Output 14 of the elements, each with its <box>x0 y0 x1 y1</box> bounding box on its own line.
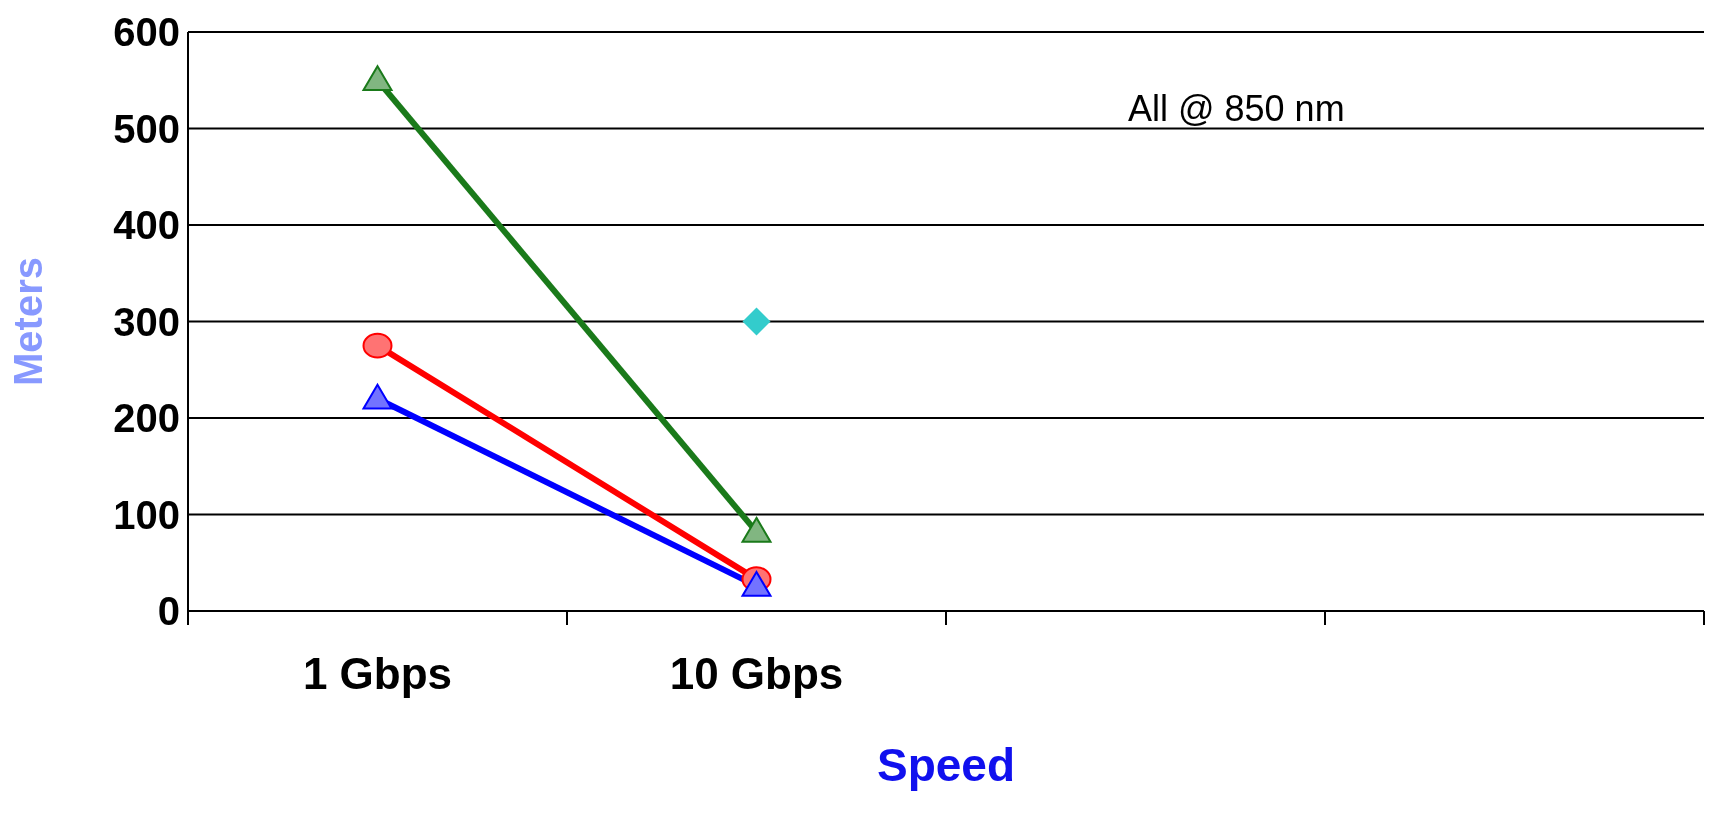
annotation: All @ 850 nm <box>1128 88 1345 130</box>
x-tick-label: 10 Gbps <box>669 649 844 698</box>
x-tick-label: 1 Gbps <box>302 649 453 698</box>
point <box>362 332 393 359</box>
y-tick-label: 400 <box>113 203 180 248</box>
y-tick-label: 300 <box>113 299 180 344</box>
y-tick-label: 600 <box>113 10 180 55</box>
x-axis-title: Speed <box>876 739 1016 791</box>
y-tick-label: 500 <box>113 106 180 151</box>
y-tick-label: 0 <box>157 589 180 634</box>
point <box>742 307 771 336</box>
y-tick-label: 100 <box>113 492 180 537</box>
y-axis-title: Meters <box>6 257 51 386</box>
y-tick-label: 200 <box>113 396 180 441</box>
